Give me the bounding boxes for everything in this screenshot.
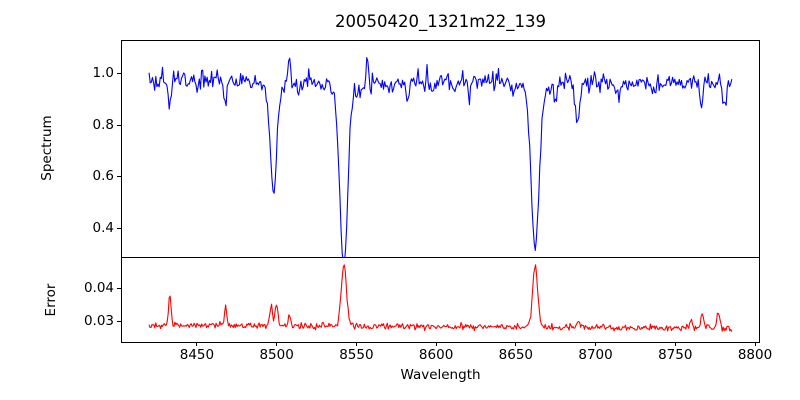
- spectrum-y-axis-label: Spectrum: [39, 115, 55, 181]
- x-tick-mark: [355, 342, 357, 346]
- error-y-axis-label: Error: [43, 283, 59, 317]
- error-plot-area: [121, 257, 760, 343]
- y-tick-label: 0.03: [83, 313, 114, 330]
- y-tick-mark: [117, 228, 121, 230]
- x-tick-mark: [435, 342, 437, 346]
- spectrum-plot-area: [121, 40, 760, 258]
- x-tick-mark: [196, 342, 198, 346]
- y-tick-label: 0.6: [92, 168, 114, 185]
- x-tick-label: 8700: [578, 347, 613, 363]
- x-tick-label: 8450: [179, 347, 215, 363]
- chart-title: 20050420_1321m22_139: [334, 12, 547, 31]
- y-tick-label: 0.8: [92, 116, 114, 133]
- y-tick-mark: [117, 124, 121, 126]
- x-tick-label: 8650: [498, 347, 533, 363]
- y-tick-mark: [117, 321, 121, 323]
- y-tick-label: 1.0: [92, 64, 114, 81]
- y-tick-mark: [117, 176, 121, 178]
- x-axis-label: Wavelength: [400, 367, 481, 383]
- x-tick-mark: [595, 342, 597, 346]
- y-tick-mark: [117, 72, 121, 74]
- spectrum-line: [148, 57, 733, 257]
- x-tick-label: 8600: [418, 347, 454, 363]
- spectrum-chart: [148, 57, 733, 257]
- x-tick-mark: [276, 342, 278, 346]
- x-tick-label: 8750: [658, 347, 693, 363]
- x-tick-label: 8800: [737, 347, 773, 363]
- x-tick-mark: [674, 342, 676, 346]
- y-tick-mark: [117, 287, 121, 289]
- error-line: [148, 264, 733, 332]
- y-tick-label: 0.04: [83, 279, 114, 296]
- x-tick-label: 8500: [259, 347, 294, 363]
- y-tick-label: 0.4: [92, 220, 114, 237]
- x-tick-mark: [515, 342, 517, 346]
- x-tick-mark: [754, 342, 756, 346]
- x-tick-label: 8550: [339, 347, 374, 363]
- error-chart: [148, 264, 733, 332]
